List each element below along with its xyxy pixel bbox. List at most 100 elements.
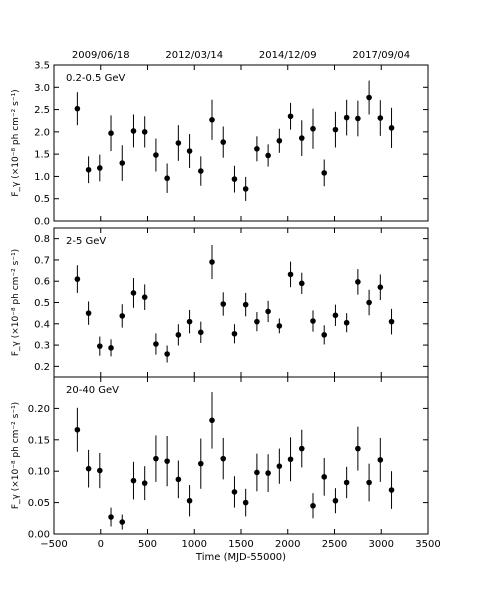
data-point (276, 323, 283, 329)
data-point (332, 126, 339, 133)
panel-1: 0.0 0.5 1.0 1.5 2.0 2.5 3.0 3.5 0.2-0.5 GeV F_γ (… (11, 61, 429, 228)
y-tick-label: 0.8 (34, 234, 50, 245)
data-point (119, 160, 126, 166)
data-point (97, 165, 103, 171)
data-point (298, 135, 305, 141)
y-tick-label: 2.0 (34, 127, 50, 138)
data-point (254, 469, 260, 476)
data-point (287, 271, 294, 278)
data-point (85, 310, 92, 316)
y-axis-label: F_γ (×10⁻⁸ ph cm⁻² s⁻¹) (11, 249, 21, 356)
data-point (220, 301, 227, 307)
y-tick-label: 3.5 (34, 61, 50, 72)
data-point (310, 502, 316, 509)
data-point (197, 168, 204, 174)
data-point (209, 259, 215, 265)
data-point (164, 175, 170, 182)
data-point (197, 329, 204, 336)
data-point (153, 152, 159, 158)
y-tick-label: 2.5 (34, 105, 50, 116)
y-tick-label: 0.0 (34, 217, 50, 228)
y-tick-label: 0.5 (34, 194, 50, 205)
data-point (209, 117, 215, 123)
data-point (108, 514, 114, 520)
y-tick-label: 1.5 (34, 150, 50, 161)
y-tick-label: 0.4 (34, 319, 50, 330)
data-point (130, 128, 137, 134)
data-point (119, 519, 126, 525)
y-tick-label: 0.3 (34, 341, 50, 352)
data-point (231, 330, 238, 337)
data-point (220, 139, 227, 145)
data-point (197, 460, 204, 467)
data-point (287, 113, 294, 120)
top-date-label: 2017/09/04 (352, 50, 410, 61)
data-point (310, 318, 316, 324)
y-axis-label: F_γ (×10⁻⁸ ph cm⁻² s⁻¹) (11, 402, 21, 509)
data-point (343, 479, 350, 486)
y-tick-label: 0.5 (34, 298, 50, 309)
x-tick-label: 0 (98, 539, 104, 550)
y-tick-label: 0.20 (28, 404, 50, 415)
data-point (377, 457, 384, 463)
data-point (242, 301, 249, 308)
data-point (366, 94, 372, 101)
data-point (130, 477, 137, 484)
data-point (74, 426, 81, 433)
data-point (85, 166, 92, 173)
data-point (119, 313, 126, 319)
plot-frame (53, 376, 429, 535)
data-point (186, 318, 193, 325)
plot-frame (53, 227, 429, 378)
data-point (242, 186, 249, 192)
data-point (321, 170, 328, 176)
y-tick-label: 0.6 (34, 277, 50, 288)
data-point (366, 299, 372, 306)
y-tick-label: 0.15 (28, 435, 50, 446)
data-point (175, 332, 182, 338)
data-point (321, 474, 328, 480)
x-tick-label: 3500 (415, 539, 440, 550)
y-tick-label: 1.0 (34, 172, 50, 183)
x-tick-label: 2500 (322, 539, 347, 550)
data-point (220, 455, 227, 462)
x-tick-label: 3000 (369, 539, 394, 550)
data-point (355, 279, 361, 285)
data-point (108, 130, 114, 136)
data-point (343, 319, 350, 326)
data-point (186, 497, 193, 504)
x-tick-label: 1500 (228, 539, 253, 550)
data-point (355, 115, 361, 122)
data-point (332, 312, 339, 319)
data-point (343, 114, 350, 121)
panel-label: 20-40 GeV (66, 385, 119, 396)
data-point (377, 284, 384, 290)
data-point (377, 115, 384, 121)
data-point (175, 476, 182, 483)
top-date-label: 2014/12/09 (259, 50, 317, 61)
top-date-label: 2009/06/18 (72, 50, 130, 61)
top-date-label: 2012/03/14 (165, 50, 223, 61)
data-point (141, 294, 148, 300)
data-point (254, 145, 260, 152)
data-point (164, 458, 170, 464)
y-tick-label: 0.00 (28, 530, 50, 541)
x-tick-label: 500 (138, 539, 157, 550)
panel-2: 0.2 0.3 0.4 0.5 0.6 0.7 0.8 2-5 GeV F_γ (×10⁻⁸ p… (11, 227, 429, 378)
y-tick-label: 0.10 (28, 467, 50, 478)
plot-frame (53, 64, 429, 222)
data-point (388, 125, 395, 131)
x-tick-label: 2000 (275, 539, 300, 550)
data-point (130, 290, 137, 296)
x-tick-label: 1000 (182, 539, 207, 550)
data-point (186, 148, 193, 154)
data-point (97, 467, 103, 474)
data-point (97, 343, 103, 349)
data-point (366, 479, 372, 486)
data-point (74, 105, 81, 112)
panel-3: 0.00 0.05 0.10 0.15 0.20 −500 0 500 1000 1500 2000… (11, 376, 441, 550)
data-point (242, 499, 249, 506)
data-point (276, 463, 283, 469)
data-point (74, 276, 81, 282)
